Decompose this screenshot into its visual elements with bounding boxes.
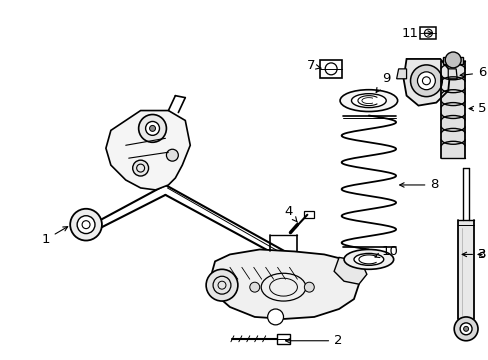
Polygon shape	[106, 111, 190, 190]
Bar	[443, 57, 462, 64]
Text: 1: 1	[41, 227, 67, 246]
Text: 9: 9	[375, 72, 389, 93]
Bar	[304, 211, 314, 218]
Circle shape	[132, 160, 148, 176]
Circle shape	[166, 149, 178, 161]
Circle shape	[206, 269, 237, 301]
Circle shape	[267, 309, 283, 325]
Circle shape	[77, 216, 95, 234]
Polygon shape	[403, 59, 449, 105]
Circle shape	[139, 114, 166, 142]
Circle shape	[453, 317, 477, 341]
Circle shape	[417, 72, 434, 90]
Bar	[320, 60, 342, 78]
Text: 11: 11	[401, 27, 431, 40]
Bar	[457, 220, 473, 319]
Bar	[420, 27, 435, 39]
Bar	[440, 61, 464, 158]
Circle shape	[459, 323, 471, 335]
Circle shape	[70, 209, 102, 240]
Bar	[276, 334, 290, 344]
Circle shape	[304, 282, 314, 292]
Text: 6: 6	[459, 66, 486, 79]
Circle shape	[463, 327, 468, 331]
Ellipse shape	[339, 90, 397, 112]
Ellipse shape	[344, 249, 393, 269]
Text: 3: 3	[477, 248, 486, 261]
Text: 3: 3	[461, 248, 486, 261]
Polygon shape	[210, 249, 358, 319]
Text: 7: 7	[306, 59, 321, 72]
Circle shape	[145, 121, 159, 135]
Circle shape	[249, 282, 259, 292]
Polygon shape	[333, 257, 366, 284]
Ellipse shape	[351, 94, 386, 108]
Circle shape	[410, 65, 441, 96]
Text: 5: 5	[468, 102, 486, 115]
Polygon shape	[396, 69, 406, 79]
Text: 10: 10	[374, 245, 398, 258]
Text: 2: 2	[285, 334, 342, 347]
Circle shape	[445, 52, 460, 68]
Ellipse shape	[353, 253, 383, 265]
Polygon shape	[447, 69, 456, 79]
Circle shape	[149, 125, 155, 131]
Text: 8: 8	[399, 179, 438, 192]
Text: 4: 4	[284, 205, 297, 222]
